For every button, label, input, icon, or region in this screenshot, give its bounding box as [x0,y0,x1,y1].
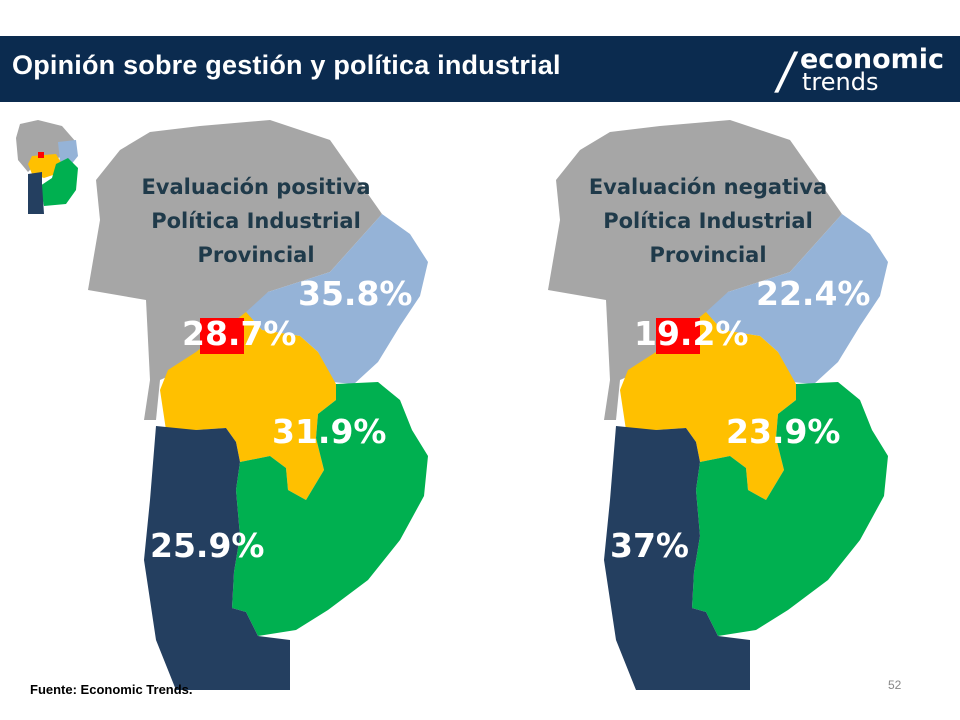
map-right-southwest-value: 37% [610,526,689,565]
header-bar: Opinión sobre gestión y política industr… [0,36,960,102]
source-note: Fuente: Economic Trends. [30,682,193,697]
region-north [548,120,842,420]
inset-region-center [28,154,62,178]
map-left-east-value: 35.8% [298,274,413,313]
map-left-title-line2: Política Industrial [151,209,361,233]
page-title: Opinión sobre gestión y política industr… [12,50,561,80]
map-left-title: Evaluación positiva Política Industrial … [96,170,416,272]
inset-region-capital [38,152,44,158]
map-right [548,120,888,690]
region-north [88,120,382,420]
inset-region-southeast [40,158,78,206]
logo-text-economic: economic [800,44,945,75]
map-right-east-value: 22.4% [756,274,871,313]
region-southwest [604,426,750,690]
region-capital [656,318,700,354]
map-left-capital-value: 28.7% [182,314,297,353]
region-southeast [692,382,888,636]
map-right-title-line1: Evaluación negativa [588,175,828,199]
map-left-title-line3: Provincial [197,243,315,267]
map-right-title: Evaluación negativa Política Industrial … [548,170,868,272]
map-left [88,120,428,690]
map-right-title-line3: Provincial [649,243,767,267]
region-southeast [232,382,428,636]
map-right-capital-value: 19.2% [634,314,749,353]
economic-trends-logo: / economic trends [773,42,948,100]
region-southwest [144,426,290,690]
map-right-title-line2: Política Industrial [603,209,813,233]
region-capital [200,318,244,354]
page-number: 52 [888,678,902,692]
map-left-center-value: 31.9% [272,412,387,451]
inset-region-east [58,140,78,166]
region-center [620,312,796,500]
inset-map [16,120,78,214]
region-center [160,312,336,500]
region-east [246,214,428,384]
inset-region-southwest [28,172,44,214]
region-east [706,214,888,384]
map-left-title-line1: Evaluación positiva [141,175,371,199]
map-left-southwest-value: 25.9% [150,526,265,565]
map-right-center-value: 23.9% [726,412,841,451]
logo-text-trends: trends [802,68,879,96]
